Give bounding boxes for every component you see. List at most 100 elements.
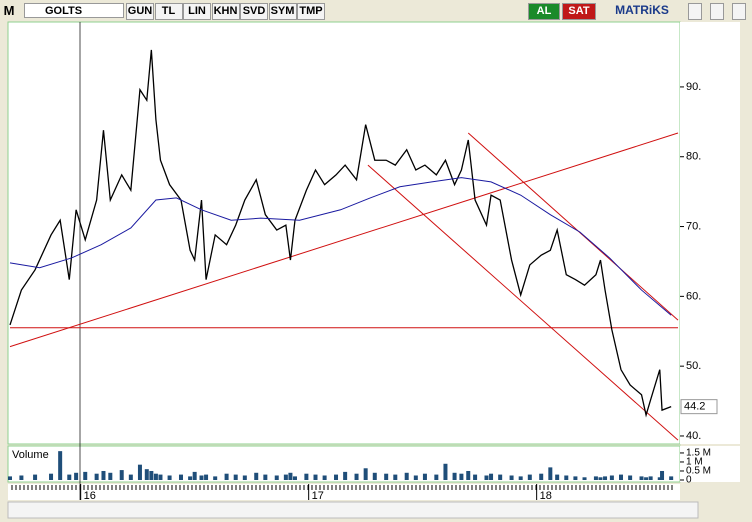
volume-bar (354, 473, 359, 480)
volume-bar (83, 471, 88, 480)
last-value: 44.2 (684, 401, 705, 413)
volume-bar (484, 475, 489, 480)
volume-tick-label: 0 (686, 475, 692, 486)
volume-bar (648, 476, 653, 480)
volume-bar (459, 473, 464, 480)
y-tick-label: 60. (686, 290, 701, 302)
price-line (9, 177, 672, 316)
volume-bar (639, 476, 644, 480)
buy-button[interactable]: AL (528, 3, 560, 20)
volume-bar (619, 474, 624, 480)
volume-bar (404, 472, 409, 480)
y-tick-label: 50. (686, 360, 701, 372)
volume-bar (593, 476, 598, 480)
x-tick-label: 16 (84, 490, 96, 502)
volume-bar (660, 470, 665, 480)
trend-line (467, 132, 679, 321)
volume-bar (144, 469, 149, 480)
toolbar-button[interactable]: TL (154, 3, 183, 20)
volume-bar (628, 475, 633, 480)
brand: MATRiKS (615, 3, 669, 17)
volume-bar (644, 477, 649, 480)
volume-bar (555, 474, 560, 480)
symbol[interactable]: GOLTS (24, 3, 124, 18)
volume-bar (527, 474, 532, 480)
volume-bar (452, 472, 457, 480)
volume-bar (669, 476, 674, 480)
toolbar-button[interactable]: GUN (126, 3, 154, 20)
volume-bar (67, 474, 72, 480)
volume-bar (254, 472, 259, 480)
volume-title: Volume (12, 449, 49, 461)
volume-bar (609, 475, 614, 480)
volume-bar (582, 477, 587, 480)
volume-bar (422, 473, 427, 480)
volume-bar (489, 473, 494, 480)
maximize[interactable] (710, 3, 724, 20)
volume-bar (233, 474, 238, 480)
volume-bar (372, 472, 377, 480)
volume-bar (137, 464, 142, 480)
volume-axis (680, 446, 740, 482)
volume-bar (101, 470, 106, 480)
volume-bar (204, 474, 209, 480)
volume-bar (128, 474, 133, 480)
volume-bar (292, 476, 297, 480)
sell-button[interactable]: SAT (562, 3, 596, 20)
volume-bar (564, 475, 569, 480)
volume-bar (434, 474, 439, 480)
volume-bar (149, 470, 154, 480)
volume-bar (603, 476, 608, 480)
y-tick-label: 40. (686, 430, 701, 442)
volume-bar (33, 474, 38, 480)
volume-bar (188, 476, 193, 480)
volume-bar (288, 472, 293, 480)
volume-bar (153, 473, 158, 480)
volume-bar (8, 476, 12, 480)
price-line (9, 49, 672, 418)
volume-bar (242, 475, 247, 480)
volume-bar (119, 470, 124, 480)
toolbar-button[interactable]: SYM (268, 3, 297, 20)
volume-bar (518, 476, 523, 480)
volume-tick-label: 1.5 M (686, 448, 711, 459)
close[interactable] (732, 3, 746, 20)
volume-bar (213, 476, 218, 480)
volume-bar (598, 477, 603, 480)
volume-bar (274, 475, 279, 480)
volume-bar (322, 475, 327, 480)
last-value-box (680, 399, 718, 415)
y-tick-label: 90. (686, 81, 701, 93)
volume-bar (304, 473, 309, 480)
volume-bar (393, 474, 398, 480)
toolbar-button[interactable]: SVD (240, 3, 268, 20)
volume-bar (498, 474, 503, 480)
x-tick-label: 17 (312, 490, 324, 502)
volume-bar (573, 476, 578, 480)
toolbar-button[interactable]: LIN (183, 3, 211, 20)
volume-bar (343, 471, 348, 480)
volume-bar (263, 474, 268, 480)
volume-bar (539, 473, 544, 480)
scrollbar[interactable] (7, 501, 699, 519)
volume-bar (192, 471, 197, 480)
logo: M (3, 3, 15, 18)
toolbar-button[interactable]: KHN (211, 3, 240, 20)
volume-bar (363, 468, 368, 480)
volume-bar (657, 477, 662, 480)
volume-bar (94, 473, 99, 480)
volume-bar (19, 475, 24, 480)
trend-line (9, 132, 679, 348)
volume-bar (167, 475, 172, 480)
volume-bar (108, 472, 113, 480)
volume-bar (548, 467, 553, 480)
minimize[interactable] (688, 3, 702, 20)
volume-bar (473, 474, 478, 480)
volume-bar (384, 473, 389, 480)
toolbar-button[interactable]: TMP (297, 3, 325, 20)
y-tick-label: 70. (686, 220, 701, 232)
volume-bar (178, 474, 183, 480)
volume-bar (224, 473, 229, 480)
